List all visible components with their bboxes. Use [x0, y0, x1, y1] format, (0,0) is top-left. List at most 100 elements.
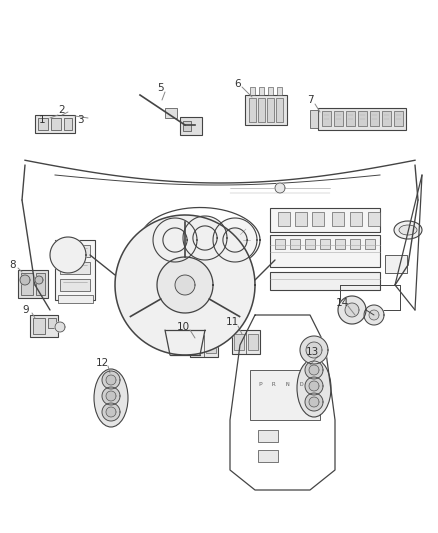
Polygon shape: [35, 276, 43, 284]
Bar: [267, 98, 274, 122]
Bar: [382, 111, 391, 126]
Polygon shape: [300, 336, 328, 364]
Bar: [60, 245, 90, 257]
Bar: [48, 318, 56, 328]
Polygon shape: [275, 183, 285, 193]
Polygon shape: [157, 257, 213, 313]
Polygon shape: [153, 218, 197, 262]
Text: 11: 11: [226, 317, 239, 327]
Bar: [394, 111, 403, 126]
Text: 8: 8: [10, 260, 16, 270]
Bar: [275, 239, 285, 249]
Text: R: R: [272, 383, 276, 387]
Bar: [250, 87, 255, 95]
Text: 9: 9: [23, 305, 29, 315]
Text: 14: 14: [336, 298, 349, 308]
Polygon shape: [223, 228, 247, 252]
Bar: [295, 212, 307, 226]
Bar: [60, 279, 90, 291]
Polygon shape: [309, 397, 319, 407]
Bar: [370, 111, 379, 126]
Bar: [318, 108, 406, 130]
Bar: [385, 255, 407, 273]
Polygon shape: [106, 375, 116, 385]
Bar: [365, 239, 375, 249]
Bar: [270, 235, 380, 267]
Polygon shape: [163, 228, 187, 252]
Bar: [358, 111, 367, 126]
Polygon shape: [305, 393, 323, 411]
Bar: [245, 95, 287, 125]
Bar: [259, 87, 264, 95]
Polygon shape: [175, 275, 195, 295]
Polygon shape: [345, 303, 359, 317]
Polygon shape: [338, 296, 366, 324]
Bar: [310, 110, 318, 128]
Bar: [64, 118, 72, 130]
Bar: [368, 212, 380, 226]
Bar: [268, 87, 273, 95]
Bar: [33, 318, 45, 334]
Bar: [290, 239, 300, 249]
Polygon shape: [106, 407, 116, 417]
Bar: [322, 111, 331, 126]
Bar: [36, 273, 45, 295]
Bar: [270, 272, 380, 290]
Text: 12: 12: [95, 358, 109, 368]
Polygon shape: [50, 237, 86, 273]
Bar: [51, 118, 61, 130]
Bar: [190, 335, 218, 357]
Bar: [165, 108, 177, 118]
Polygon shape: [193, 226, 217, 250]
Polygon shape: [106, 391, 116, 401]
Text: 13: 13: [305, 347, 318, 357]
Polygon shape: [102, 371, 120, 389]
Bar: [278, 212, 290, 226]
Polygon shape: [306, 342, 322, 358]
Bar: [350, 239, 360, 249]
Polygon shape: [364, 305, 384, 325]
Bar: [276, 98, 283, 122]
Bar: [270, 208, 380, 232]
Bar: [277, 87, 282, 95]
Bar: [250, 370, 320, 420]
Polygon shape: [305, 377, 323, 395]
Ellipse shape: [394, 221, 422, 239]
Polygon shape: [20, 275, 30, 285]
Text: 2: 2: [59, 105, 65, 115]
Bar: [320, 239, 330, 249]
Bar: [206, 339, 216, 353]
Bar: [248, 334, 258, 350]
Ellipse shape: [94, 369, 128, 427]
Text: 5: 5: [157, 83, 163, 93]
Bar: [334, 111, 343, 126]
Text: D: D: [300, 383, 304, 387]
Text: 6: 6: [235, 79, 241, 89]
Bar: [258, 450, 278, 462]
Polygon shape: [55, 322, 65, 332]
Polygon shape: [183, 216, 227, 260]
Ellipse shape: [297, 359, 331, 417]
Bar: [234, 334, 244, 350]
Text: N: N: [286, 383, 290, 387]
Polygon shape: [102, 403, 120, 421]
Bar: [335, 239, 345, 249]
Text: 1: 1: [39, 115, 45, 125]
Bar: [38, 118, 48, 130]
Polygon shape: [102, 387, 120, 405]
Bar: [21, 273, 33, 295]
Bar: [258, 430, 278, 442]
Text: 7: 7: [307, 95, 313, 105]
Polygon shape: [309, 365, 319, 375]
Bar: [180, 117, 202, 135]
Text: 3: 3: [77, 115, 83, 125]
Bar: [55, 240, 95, 300]
Bar: [192, 339, 202, 353]
Polygon shape: [115, 215, 255, 355]
Bar: [350, 212, 362, 226]
Bar: [183, 121, 191, 131]
Bar: [35, 115, 75, 133]
Text: P: P: [258, 383, 262, 387]
Bar: [58, 295, 93, 303]
Bar: [30, 315, 58, 337]
